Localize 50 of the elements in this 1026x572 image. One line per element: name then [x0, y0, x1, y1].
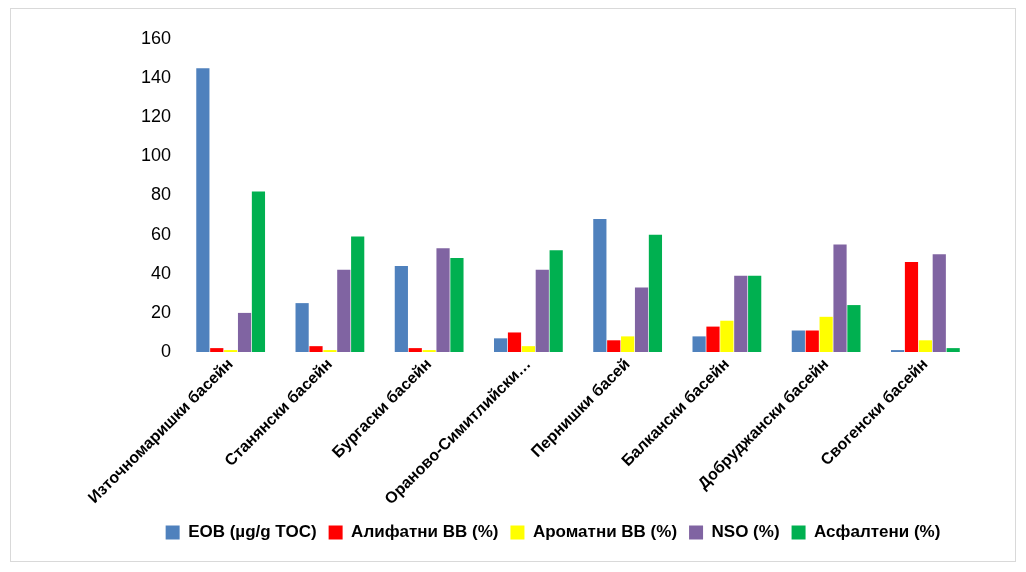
bar — [819, 316, 833, 353]
bar — [720, 320, 734, 353]
legend-label: ЕОВ (µg/g TOC) — [188, 522, 317, 542]
bar — [535, 269, 549, 353]
bar — [237, 312, 252, 353]
bar — [450, 258, 464, 353]
bar — [805, 330, 819, 353]
bar — [351, 236, 365, 353]
bar — [748, 275, 762, 353]
y-tick-label: 80 — [151, 184, 172, 205]
bar — [436, 248, 450, 353]
bar — [734, 275, 748, 353]
bar — [904, 262, 919, 353]
legend-label: Алифатни ВВ (%) — [351, 522, 499, 542]
bar — [621, 336, 635, 353]
bar — [494, 338, 508, 353]
y-tick-label: 60 — [151, 223, 172, 244]
y-tick-label: 140 — [140, 67, 172, 88]
bar — [791, 330, 805, 353]
bar — [607, 340, 621, 353]
bar — [507, 332, 522, 353]
bar — [946, 348, 960, 353]
bar — [521, 346, 535, 353]
bar — [210, 348, 224, 353]
y-tick-label: 160 — [140, 27, 172, 48]
legend-label: Ароматни ВВ (%) — [532, 522, 678, 542]
bar — [295, 303, 309, 353]
bar — [692, 336, 706, 353]
bar — [196, 68, 210, 353]
bar — [309, 346, 323, 353]
y-tick-label: 40 — [151, 262, 172, 283]
bar — [648, 234, 663, 353]
bar — [918, 340, 932, 353]
y-tick-label: 0 — [161, 341, 172, 361]
bar — [394, 265, 408, 353]
bar — [593, 218, 607, 353]
bar — [833, 244, 847, 353]
bar — [932, 254, 946, 353]
bar — [634, 287, 649, 353]
bar — [251, 191, 266, 353]
y-tick-label: 100 — [140, 145, 172, 166]
bar — [408, 348, 422, 353]
y-tick-label: 20 — [151, 301, 172, 322]
legend-label: Асфалтени (%) — [814, 522, 941, 542]
bar — [337, 269, 351, 353]
bar — [847, 305, 861, 353]
legend-label: NSO (%) — [711, 522, 780, 542]
y-tick-label: 120 — [140, 106, 172, 127]
bar — [706, 326, 720, 353]
bar — [549, 250, 563, 353]
